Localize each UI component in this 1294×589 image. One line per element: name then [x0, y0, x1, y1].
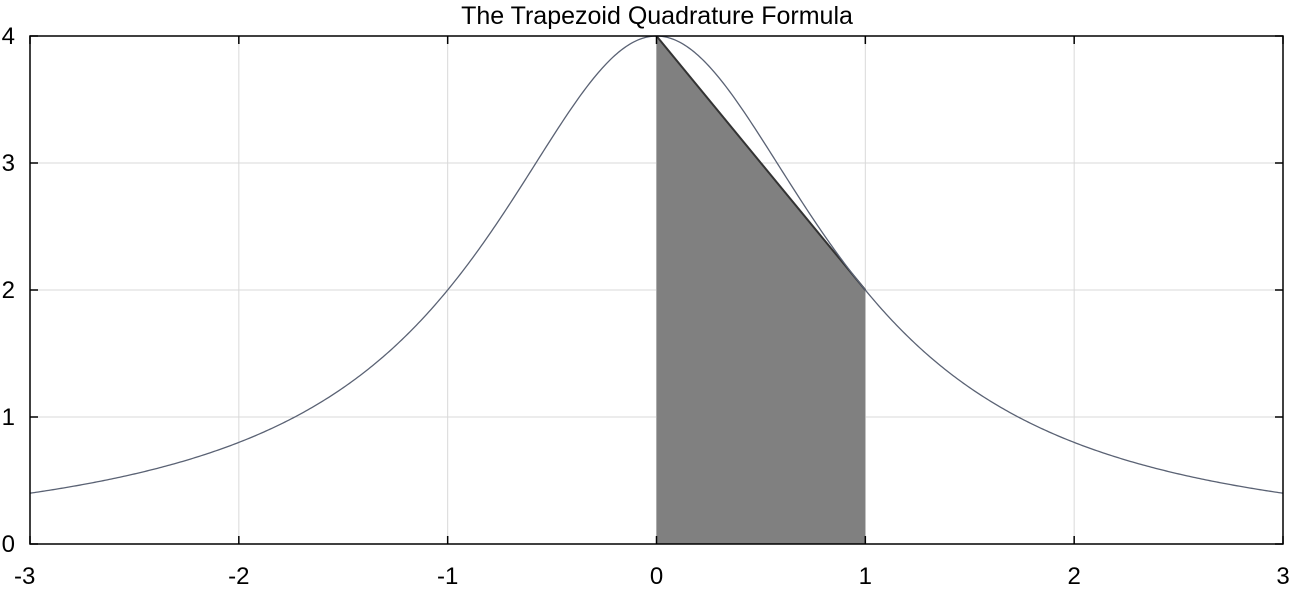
- trapezoid-area: [656, 36, 866, 544]
- x-tick-label: 3: [1276, 563, 1289, 589]
- y-tick-label: 4: [2, 23, 15, 50]
- x-tick-label: 0: [650, 563, 663, 589]
- tick-layer: -3 -2 -1 0 1 2 3 0 1 2 3 4: [2, 23, 1290, 589]
- y-tick-label: 0: [2, 531, 15, 558]
- y-tick-label: 3: [2, 150, 15, 177]
- trapezoid-chord: [655, 35, 867, 291]
- x-tick-label: -3: [14, 563, 35, 589]
- axis-layer: [29, 35, 1284, 545]
- x-tick-label: 1: [859, 563, 872, 589]
- chart-title: The Trapezoid Quadrature Formula: [461, 2, 853, 30]
- x-tick-label: -2: [228, 563, 249, 589]
- y-tick-label: 2: [2, 277, 15, 304]
- x-tick-label: -1: [437, 563, 458, 589]
- y-tick-label: 1: [2, 404, 15, 431]
- x-tick-label: 2: [1067, 563, 1080, 589]
- area-layer: [656, 36, 866, 544]
